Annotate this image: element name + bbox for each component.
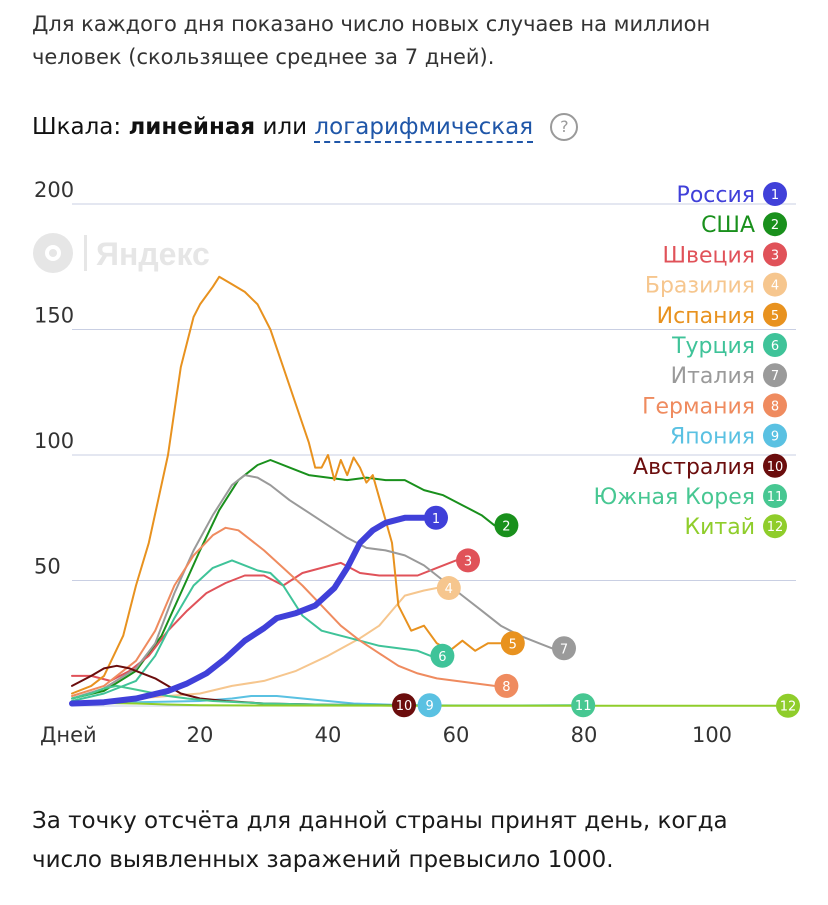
legend-label-10: Австралия: [633, 455, 755, 480]
series-line-5: [71, 275, 502, 695]
legend-marker-11: [763, 484, 787, 508]
legend-marker-8: [763, 393, 787, 418]
legend-marker-6: [763, 333, 787, 357]
series-line-8: [71, 526, 496, 697]
legend-marker-4: [763, 272, 787, 297]
series-line-6: [71, 559, 432, 702]
legend-label-5: Испания: [657, 304, 755, 329]
series-end-label-3: 3: [464, 554, 472, 569]
legend-marker-1: [763, 182, 787, 206]
legend-label-9: Япония: [670, 425, 755, 450]
legend-label-7: Италия: [671, 364, 755, 389]
legend-number-5: 5: [771, 309, 779, 324]
legend-number-11: 11: [767, 490, 784, 505]
series-end-label-8: 8: [502, 680, 510, 695]
series-end-marker-7: [552, 636, 576, 661]
x-axis-label: Дней: [40, 723, 97, 747]
legend-marker-3: [763, 242, 787, 267]
y-tick-label: 50: [34, 555, 61, 579]
series-end-label-9: 9: [425, 699, 433, 714]
legend-label-6: Турция: [671, 334, 755, 359]
y-tick-label: 150: [34, 304, 74, 328]
legend-marker-5: [763, 302, 787, 327]
series-end-marker-4: [436, 576, 461, 601]
legend-number-4: 4: [771, 279, 779, 294]
legend-marker-2: [763, 212, 787, 237]
legend-label-1: Россия: [677, 183, 755, 208]
legend-label-4: Бразилия: [645, 274, 755, 299]
series-end-label-4: 4: [445, 582, 453, 597]
scale-label: Шкала:: [32, 114, 122, 140]
series-end-marker-10: [392, 693, 416, 718]
series-line-1: [69, 514, 427, 707]
series-end-marker-11: [571, 693, 596, 718]
series-end-marker-2: [494, 513, 519, 538]
series-end-label-2: 2: [502, 519, 510, 534]
legend-number-12: 12: [767, 520, 784, 535]
x-tick-label: 80: [571, 723, 598, 747]
series-end-marker-12: [776, 693, 800, 718]
scale-log-option[interactable]: логарифмическая: [314, 114, 534, 143]
series-line-7: [71, 474, 553, 700]
y-axis-ticks: 50 100 150 200: [34, 178, 74, 579]
y-tick-label: 200: [34, 178, 74, 202]
chart-description: Для каждого дня показано число новых слу…: [32, 12, 711, 69]
legend-number-7: 7: [771, 369, 779, 384]
series-line-3: [71, 559, 457, 682]
x-tick-label: 40: [315, 723, 342, 747]
series-end-marker-1: [424, 505, 448, 530]
y-tick-label: 100: [34, 429, 74, 453]
legend-number-3: 3: [771, 248, 779, 263]
scale-linear-option[interactable]: линейная: [128, 114, 256, 140]
help-icon[interactable]: ?: [550, 113, 579, 141]
series-end-marker-8: [494, 673, 519, 698]
series-end-label-12: 12: [780, 700, 797, 715]
series-line-2: [71, 459, 496, 700]
legend-number-10: 10: [767, 460, 784, 475]
x-tick-label: 100: [692, 723, 732, 747]
legend-marker-10: [763, 453, 787, 478]
legend: Россия 1 США 2 Швеция 3 Бразилия 4 Испания 5 Турци…: [594, 182, 787, 540]
legend-label-3: Швеция: [662, 243, 755, 268]
scale-switcher: Шкала: линейная или логарифмическая ?: [32, 110, 579, 144]
series-end-marker-6: [430, 643, 455, 668]
legend-number-1: 1: [771, 188, 779, 203]
series-end-marker-5: [500, 631, 525, 656]
legend-number-6: 6: [771, 339, 779, 354]
x-tick-label: 60: [443, 723, 470, 747]
legend-marker-7: [763, 363, 787, 388]
legend-marker-9: [763, 423, 787, 448]
footnote: За точку отсчёта для данной страны приня…: [32, 808, 728, 873]
legend-label-11: Южная Корея: [594, 485, 755, 510]
x-axis-ticks: Дней 20 40 60 80 100: [40, 723, 732, 747]
series-line-9: [71, 695, 419, 707]
scale-or-text: или: [262, 114, 308, 140]
legend-number-2: 2: [771, 218, 779, 233]
series-end-label-6: 6: [438, 650, 446, 665]
series-end-label-10: 10: [396, 699, 413, 714]
series-end-label-1: 1: [432, 512, 440, 527]
series-end-marker-9: [417, 693, 442, 718]
series-end-label-5: 5: [509, 637, 517, 652]
legend-marker-12: [763, 514, 787, 539]
legend-number-8: 8: [771, 399, 779, 414]
legend-label-8: Германия: [642, 394, 755, 419]
series-end-label-7: 7: [560, 642, 568, 657]
legend-label-12: Китай: [684, 515, 755, 540]
series-end-marker-3: [456, 548, 480, 573]
legend-label-2: США: [701, 213, 755, 238]
yandex-watermark: Яндекс: [33, 233, 210, 273]
series-end-label-11: 11: [575, 699, 592, 714]
watermark-text: Яндекс: [96, 236, 210, 272]
legend-number-9: 9: [771, 430, 779, 445]
x-tick-label: 20: [187, 723, 214, 747]
